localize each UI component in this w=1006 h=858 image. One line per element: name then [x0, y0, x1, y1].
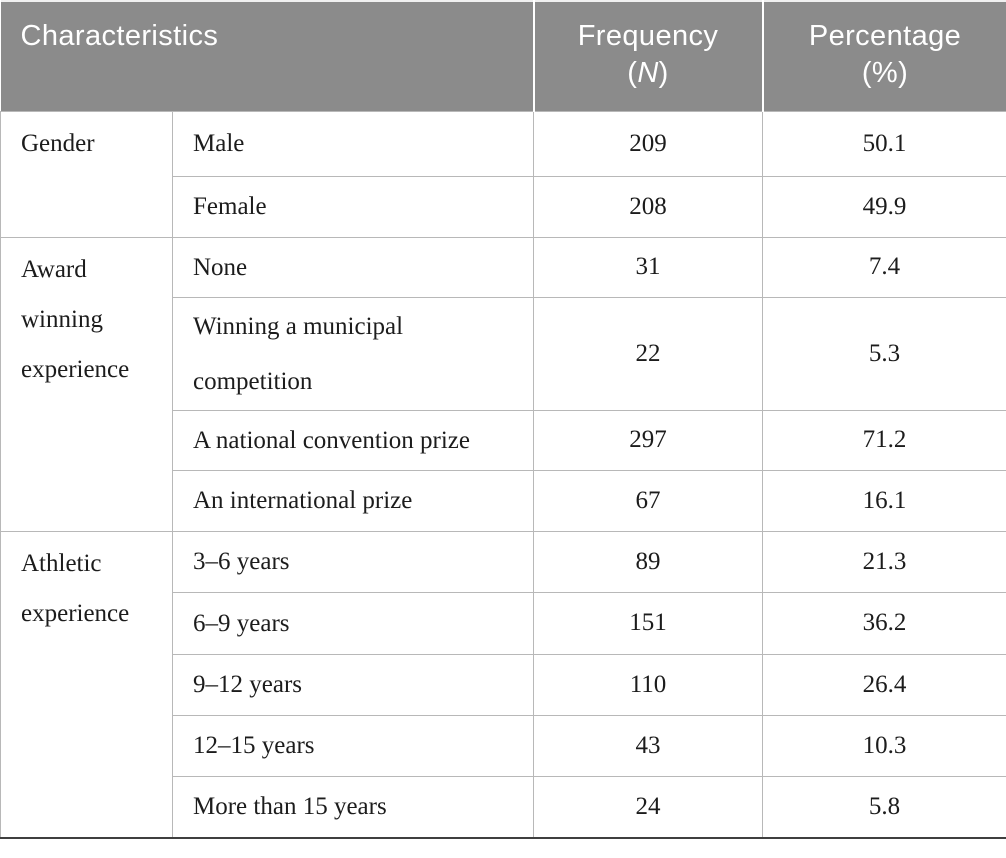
header-frequency: Frequency (N): [532, 1, 763, 111]
label-cell: Female: [172, 175, 534, 238]
frequency-cell: 24: [533, 775, 763, 839]
percentage-cell: 21.3: [762, 530, 1006, 593]
label-cell: None: [172, 236, 534, 298]
category-cell-award: Award winning experience: [0, 236, 173, 532]
table-body: Gender Male 209 50.1 Female 208 49.9 Awa…: [0, 110, 1006, 839]
percentage-cell: 10.3: [762, 714, 1006, 777]
label-cell: Male: [172, 110, 534, 177]
frequency-cell: 297: [533, 409, 763, 471]
frequency-cell: 43: [533, 714, 763, 777]
label-cell: More than 15 years: [172, 775, 534, 839]
table-row: 9–12 years 110 26.4: [1, 653, 1006, 716]
header-frequency-name: Frequency: [577, 20, 719, 52]
header-percentage-name: Percentage: [808, 20, 962, 52]
label-cell: Winning a municipal competition: [172, 296, 534, 411]
table-row: A national convention prize 297 71.2: [1, 409, 1006, 471]
demographics-table: Characteristics Frequency (N) Percentage (…: [0, 0, 1006, 839]
table-row: More than 15 years 24 5.8: [1, 775, 1006, 839]
frequency-cell: 151: [533, 591, 763, 655]
table-row: 6–9 years 151 36.2: [1, 591, 1006, 655]
category-cell-athletic: Athletic experience: [0, 530, 173, 839]
percentage-cell: 5.3: [762, 296, 1006, 411]
table-row: Winning a municipal competition 22 5.3: [1, 296, 1006, 411]
table-row: An international prize 67 16.1: [1, 469, 1006, 532]
label-cell: 3–6 years: [172, 530, 534, 593]
table-header: Characteristics Frequency (N) Percentage (…: [0, 1, 1006, 111]
percentage-cell: 50.1: [762, 110, 1006, 177]
table-row: 12–15 years 43 10.3: [1, 714, 1006, 777]
label-cell: An international prize: [172, 469, 534, 532]
header-characteristics: Characteristics: [0, 1, 534, 111]
frequency-cell: 67: [533, 469, 763, 532]
label-cell: 12–15 years: [172, 714, 534, 777]
header-frequency-unit: (N): [627, 57, 669, 89]
label-cell: 9–12 years: [172, 653, 534, 716]
percentage-cell: 71.2: [762, 409, 1006, 471]
percentage-cell: 7.4: [762, 236, 1006, 298]
table-row: Female 208 49.9: [1, 175, 1006, 238]
header-percentage: Percentage (%): [761, 1, 1006, 111]
percentage-cell: 26.4: [762, 653, 1006, 716]
header-row: Characteristics Frequency (N) Percentage (…: [0, 1, 1006, 111]
table-row: Athletic experience 3–6 years 89 21.3: [0, 530, 1006, 839]
frequency-cell: 31: [533, 236, 763, 298]
table-row: Award winning experience None 31 7.4: [0, 236, 1006, 532]
percentage-cell: 49.9: [762, 175, 1006, 238]
frequency-cell: 89: [533, 530, 763, 593]
label-cell: A national convention prize: [172, 409, 534, 471]
percentage-cell: 5.8: [762, 775, 1006, 839]
category-cell-gender: Gender: [0, 110, 173, 238]
label-cell: 6–9 years: [172, 591, 534, 655]
frequency-cell: 208: [533, 175, 763, 238]
frequency-cell: 209: [533, 110, 763, 177]
frequency-cell: 110: [533, 653, 763, 716]
percentage-cell: 36.2: [762, 591, 1006, 655]
table-row: Gender Male 209 50.1: [0, 110, 1006, 238]
percentage-cell: 16.1: [762, 469, 1006, 532]
frequency-cell: 22: [533, 296, 763, 411]
header-percentage-unit: (%): [861, 57, 909, 89]
